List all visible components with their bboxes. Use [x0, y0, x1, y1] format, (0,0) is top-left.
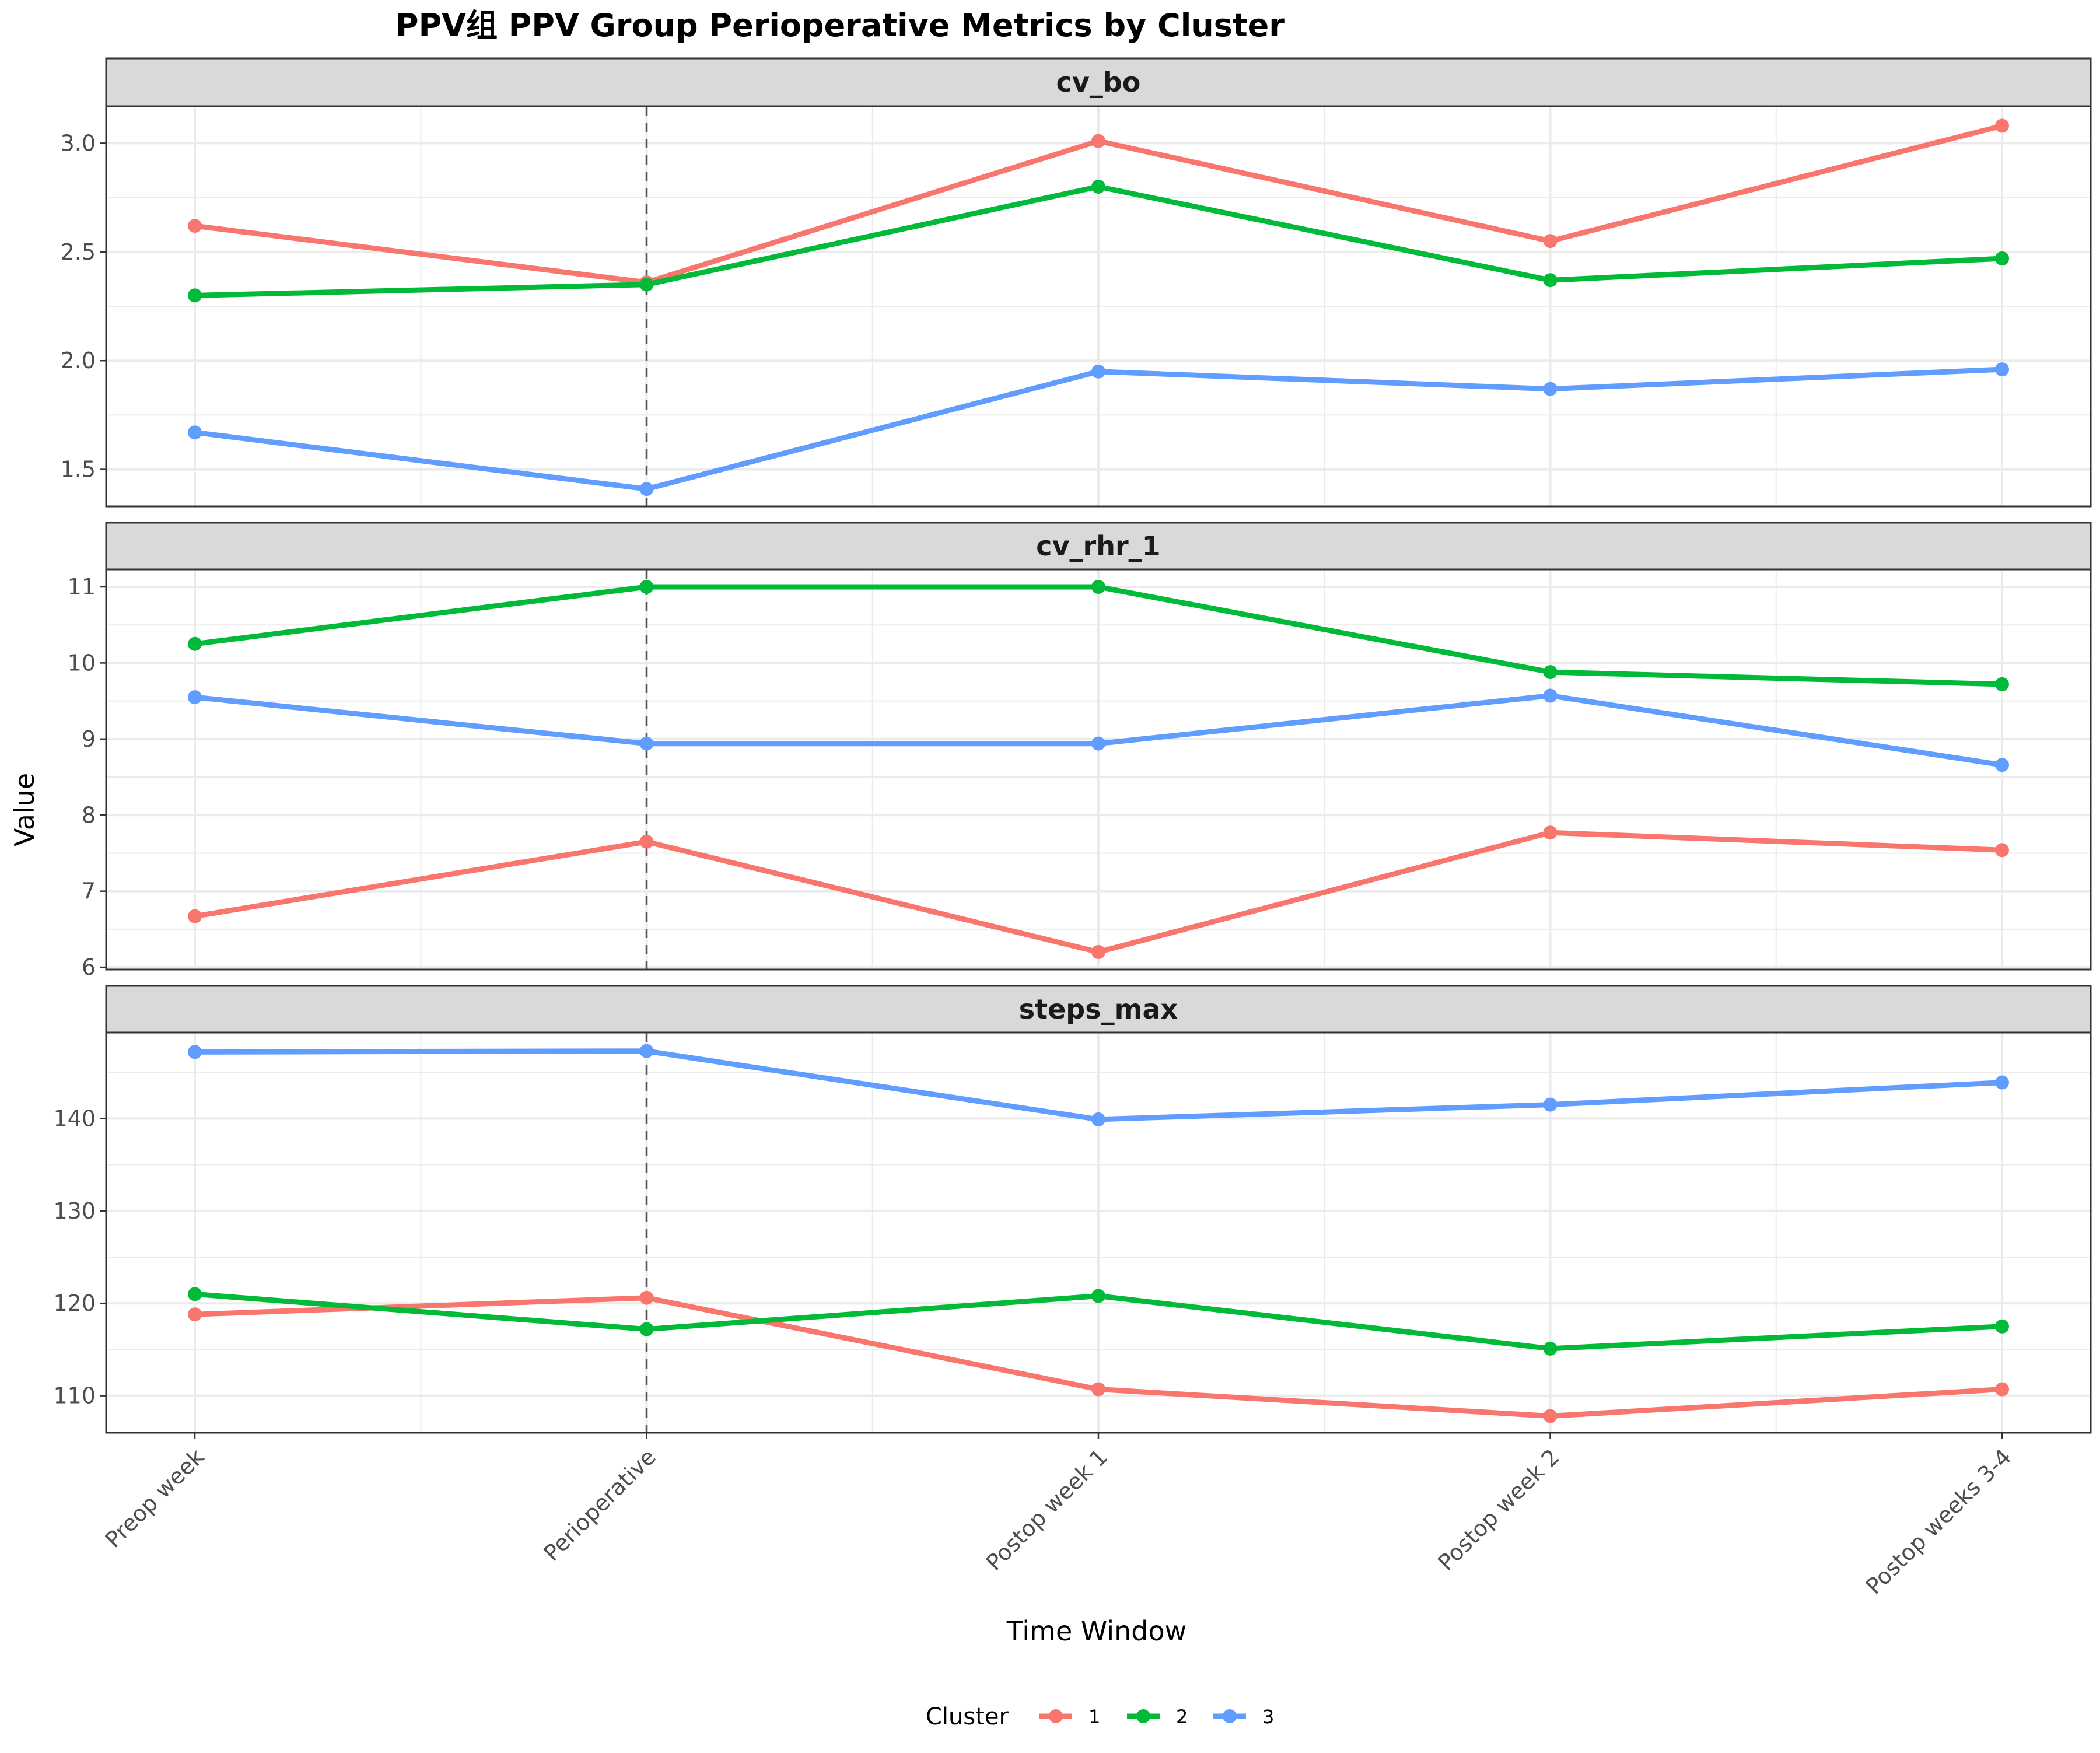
data-point-1 [1543, 825, 1558, 840]
data-point-2 [1543, 665, 1558, 680]
data-point-1 [1995, 843, 2009, 858]
y-tick-label: 3.0 [61, 130, 96, 156]
data-point-2 [188, 636, 202, 651]
legend-title: Cluster [926, 1703, 1009, 1730]
data-point-3 [639, 1044, 654, 1058]
data-point-2 [1543, 1341, 1558, 1356]
y-tick-label: 120 [53, 1290, 96, 1316]
data-point-2 [188, 288, 202, 303]
data-point-2 [1995, 677, 2009, 691]
legend-label-1: 1 [1088, 1706, 1100, 1728]
data-point-2 [1995, 1319, 2009, 1334]
facet-strip [105, 522, 2092, 571]
facet-strip [105, 57, 2092, 107]
data-point-1 [1995, 1382, 2009, 1397]
data-point-2 [639, 579, 654, 594]
data-point-3 [1543, 382, 1558, 396]
data-point-3 [1995, 362, 2009, 377]
data-point-3 [639, 736, 654, 751]
data-point-1 [1543, 234, 1558, 249]
panel-border [105, 568, 2092, 971]
legend-label-2: 2 [1176, 1706, 1188, 1728]
data-point-2 [1995, 251, 2009, 265]
panel-border [105, 105, 2092, 508]
y-axis-title: Value [9, 773, 40, 846]
data-point-3 [1543, 1097, 1558, 1112]
data-point-2 [1091, 579, 1105, 594]
data-point-3 [639, 482, 654, 496]
data-point-3 [1091, 736, 1105, 751]
legend-key-point-3 [1223, 1709, 1237, 1723]
facet-panel-steps_max: steps_max 110 120 130 140 [53, 985, 2092, 1434]
y-tick-label: 10 [68, 650, 96, 676]
y-tick-label: 110 [53, 1383, 96, 1409]
data-point-3 [1995, 1075, 2009, 1090]
facet-panel-cv_rhr_1: cv_rhr_1 6 7 8 9 10 11 [68, 522, 2092, 980]
x-axis: Preop week Perioperative Postop week 1 Post… [100, 1433, 2016, 1600]
data-point-2 [639, 1322, 654, 1336]
x-tick-label: Postop weeks 3-4 [1861, 1444, 2016, 1599]
data-point-1 [188, 219, 202, 233]
legend-key-point-2 [1136, 1709, 1150, 1723]
facet-panel-cv_bo: cv_bo 1.5 2.0 2.5 3.0 [61, 57, 2092, 508]
data-point-2 [1543, 273, 1558, 288]
legend-key-point-1 [1049, 1709, 1063, 1723]
legend: Cluster 1 2 3 [926, 1703, 1274, 1730]
y-tick-label: 9 [82, 726, 96, 752]
y-tick-label: 6 [82, 954, 96, 980]
facet-strip-label: steps_max [1019, 993, 1178, 1025]
data-point-2 [188, 1287, 202, 1301]
data-point-1 [639, 834, 654, 849]
data-point-1 [188, 1307, 202, 1322]
data-point-3 [188, 425, 202, 440]
data-point-3 [1091, 364, 1105, 379]
data-point-1 [1543, 1409, 1558, 1423]
data-point-2 [639, 277, 654, 292]
y-tick-label: 1.5 [61, 457, 96, 482]
data-point-3 [1091, 1112, 1105, 1126]
x-tick-label: Postop week 1 [981, 1444, 1113, 1576]
data-point-1 [1091, 134, 1105, 148]
y-tick-label: 11 [68, 574, 96, 600]
data-point-2 [1091, 1289, 1105, 1303]
y-tick-label: 2.0 [61, 348, 96, 373]
data-point-1 [639, 1290, 654, 1305]
data-point-3 [188, 690, 202, 705]
data-point-1 [1091, 1382, 1105, 1397]
data-point-1 [1091, 945, 1105, 960]
data-point-3 [1995, 758, 2009, 772]
facets-layer: cv_bo 1.5 2.0 2.5 3.0 cv_rhr_1 6 7 8 9 10 11 steps_m… [53, 57, 2092, 1434]
y-tick-label: 8 [82, 802, 96, 828]
x-tick-label: Postop week 2 [1433, 1444, 1564, 1576]
x-axis-title: Time Window [1006, 1615, 1187, 1647]
facet-strip-label: cv_rhr_1 [1036, 530, 1160, 562]
data-point-3 [188, 1045, 202, 1059]
facet-strip [105, 985, 2092, 1034]
data-point-1 [188, 909, 202, 923]
facet-strip-label: cv_bo [1056, 67, 1141, 98]
data-point-1 [1995, 118, 2009, 133]
legend-label-3: 3 [1262, 1706, 1274, 1728]
data-point-2 [1091, 179, 1105, 194]
chart-title: PPV组 PPV Group Perioperative Metrics by … [396, 7, 1284, 44]
y-tick-label: 130 [53, 1198, 96, 1224]
data-point-3 [1543, 688, 1558, 703]
y-tick-label: 140 [53, 1105, 96, 1131]
y-tick-label: 2.5 [61, 239, 96, 265]
y-tick-label: 7 [82, 879, 96, 904]
x-tick-label: Preop week [100, 1444, 209, 1552]
x-tick-label: Perioperative [538, 1444, 660, 1566]
